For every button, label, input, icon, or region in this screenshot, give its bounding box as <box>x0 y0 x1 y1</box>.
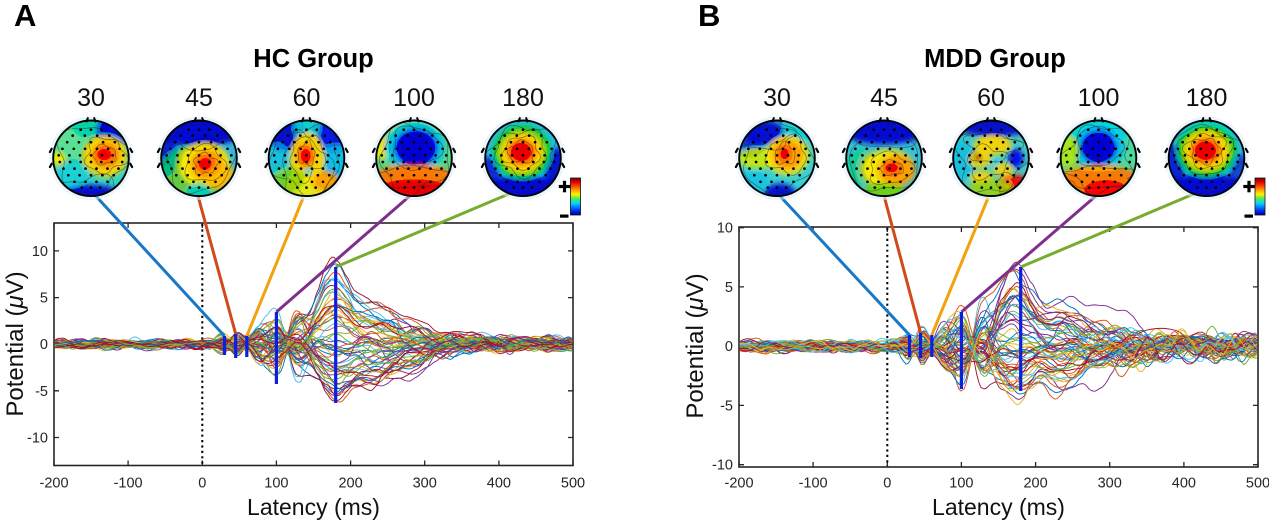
svg-text:-5: -5 <box>720 398 733 414</box>
svg-text:400: 400 <box>1172 476 1196 492</box>
svg-text:0: 0 <box>40 337 48 353</box>
svg-text:A: A <box>14 0 36 33</box>
svg-text:500: 500 <box>561 476 585 492</box>
svg-text:10: 10 <box>717 221 733 237</box>
svg-text:MDD Group: MDD Group <box>924 45 1066 73</box>
svg-text:-5: -5 <box>35 384 48 400</box>
svg-text:-10: -10 <box>712 458 733 474</box>
svg-text:Potential (μV): Potential (μV) <box>682 273 709 418</box>
svg-text:100: 100 <box>393 84 435 112</box>
svg-text:60: 60 <box>977 84 1005 112</box>
svg-text:-200: -200 <box>724 476 753 492</box>
svg-text:Potential (μV): Potential (μV) <box>2 271 29 416</box>
svg-text:Latency (ms): Latency (ms) <box>932 494 1065 520</box>
svg-text:200: 200 <box>338 476 362 492</box>
svg-text:300: 300 <box>1098 476 1122 492</box>
svg-text:0: 0 <box>725 339 733 355</box>
svg-text:180: 180 <box>1186 84 1228 112</box>
svg-text:10: 10 <box>32 244 48 260</box>
svg-text:100: 100 <box>1078 84 1120 112</box>
svg-text:-10: -10 <box>27 431 48 447</box>
svg-text:45: 45 <box>185 84 213 112</box>
svg-text:100: 100 <box>949 476 973 492</box>
svg-text:0: 0 <box>883 476 891 492</box>
svg-text:Latency (ms): Latency (ms) <box>247 494 380 520</box>
svg-text:60: 60 <box>293 84 321 112</box>
svg-text:180: 180 <box>502 84 544 112</box>
svg-text:30: 30 <box>77 84 105 112</box>
svg-text:300: 300 <box>413 476 437 492</box>
svg-text:5: 5 <box>725 280 733 296</box>
svg-text:400: 400 <box>487 476 511 492</box>
svg-text:5: 5 <box>40 291 48 307</box>
svg-text:500: 500 <box>1246 476 1269 492</box>
svg-text:30: 30 <box>763 84 791 112</box>
svg-text:B: B <box>698 0 720 33</box>
svg-text:-100: -100 <box>799 476 828 492</box>
svg-text:200: 200 <box>1023 476 1047 492</box>
svg-text:100: 100 <box>264 476 288 492</box>
svg-text:0: 0 <box>198 476 206 492</box>
svg-text:HC Group: HC Group <box>253 45 373 73</box>
svg-text:45: 45 <box>870 84 898 112</box>
svg-text:-200: -200 <box>39 476 68 492</box>
svg-text:-100: -100 <box>114 476 143 492</box>
